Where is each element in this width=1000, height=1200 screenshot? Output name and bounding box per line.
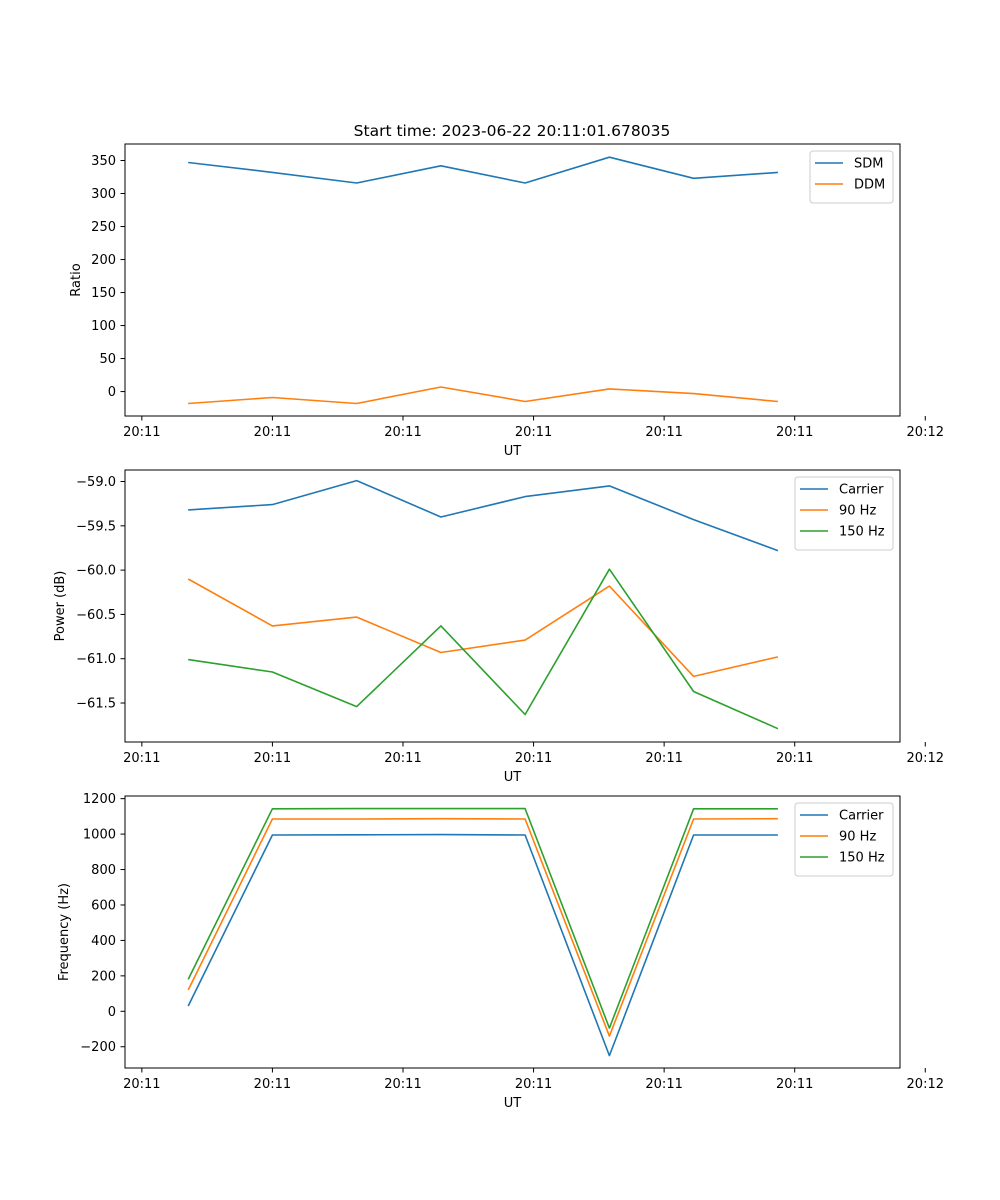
x-tick-label: 20:11 <box>254 751 291 766</box>
x-tick-label: 20:11 <box>254 1077 291 1092</box>
axes-frame <box>124 143 901 417</box>
y-tick-label: 200 <box>91 969 116 984</box>
y-tick-label: 600 <box>91 898 116 913</box>
y-tick-label: −61.5 <box>76 697 116 712</box>
x-axis-label: UT <box>504 1096 522 1111</box>
y-tick-label: 0 <box>108 1005 116 1020</box>
y-tick-label: 150 <box>91 286 116 301</box>
panel-1: 20:11 20:11 20:11 20:11 20:11 20:11 20:12 350 30… <box>69 143 944 459</box>
x-axis-label: UT <box>504 444 522 459</box>
series-line-carrier <box>187 833 778 1057</box>
y-tick-label: 300 <box>91 187 116 202</box>
x-tick-label: 20:11 <box>384 751 421 766</box>
axes-frame <box>124 469 901 743</box>
x-tick-label: 20:11 <box>384 1077 421 1092</box>
y-tick-label: 400 <box>91 934 116 949</box>
y-tick-label: −200 <box>80 1040 116 1055</box>
y-axis-label: Power (dB) <box>53 571 68 642</box>
y-tick-label: 250 <box>91 220 116 235</box>
legend-label: DDM <box>854 178 885 193</box>
x-axis-label: UT <box>504 770 522 785</box>
x-tick-label: 20:11 <box>123 1077 160 1092</box>
y-tick-label: 50 <box>99 352 116 367</box>
panels: 20:11 20:11 20:11 20:11 20:11 20:11 20:12 350 30… <box>53 143 944 1111</box>
x-tick-label: 20:11 <box>123 751 160 766</box>
y-tick-label: 800 <box>91 863 116 878</box>
figure-title: Start time: 2023-06-22 20:11:01.678035 <box>354 122 671 140</box>
y-tick-label: 200 <box>91 253 116 268</box>
x-tick-label: 20:11 <box>645 1077 682 1092</box>
x-tick-label: 20:11 <box>515 1077 552 1092</box>
legend-label: 90 Hz <box>839 504 876 519</box>
y-axis-label: Frequency (Hz) <box>57 883 72 981</box>
legend-label: Carrier <box>839 809 884 824</box>
y-tick-label: 100 <box>91 319 116 334</box>
legend-label: 90 Hz <box>839 830 876 845</box>
x-tick-label: 20:11 <box>123 425 160 440</box>
x-tick-label: 20:11 <box>776 1077 813 1092</box>
panel-2: 20:11 20:11 20:11 20:11 20:11 20:11 20:12 −59.0… <box>53 469 944 785</box>
legend-label: SDM <box>854 157 883 172</box>
x-tick-label: 20:11 <box>515 751 552 766</box>
legend-label: 150 Hz <box>839 851 885 866</box>
axes-frame <box>124 795 901 1069</box>
x-tick-label: 20:11 <box>645 751 682 766</box>
x-tick-label: 20:11 <box>645 425 682 440</box>
y-tick-label: −61.0 <box>76 652 116 667</box>
x-tick-label: 20:12 <box>907 425 944 440</box>
y-tick-label: −59.5 <box>76 519 116 534</box>
x-tick-label: 20:12 <box>907 1077 944 1092</box>
series-line-carrier <box>188 479 779 552</box>
legend: SDM DDM <box>809 150 894 204</box>
x-tick-label: 20:11 <box>776 751 813 766</box>
x-tick-label: 20:11 <box>515 425 552 440</box>
legend: Carrier 90 Hz 150 Hz <box>794 476 894 551</box>
legend: Carrier 90 Hz 150 Hz <box>794 802 894 877</box>
x-tick-label: 20:11 <box>384 425 421 440</box>
series-line-150-hz <box>187 807 778 1029</box>
x-tick-label: 20:11 <box>776 425 813 440</box>
y-tick-label: 0 <box>108 385 116 400</box>
y-tick-label: 1000 <box>83 828 116 843</box>
y-tick-label: −60.0 <box>76 564 116 579</box>
legend-label: Carrier <box>839 483 884 498</box>
series-line-sdm <box>188 156 778 184</box>
y-axis-label: Ratio <box>69 263 84 296</box>
y-tick-label: 1200 <box>83 792 116 807</box>
panel-3: 20:11 20:11 20:11 20:11 20:11 20:11 20:12 1200 1… <box>57 792 944 1111</box>
x-tick-label: 20:12 <box>907 751 944 766</box>
legend-box <box>809 150 894 204</box>
y-tick-label: −60.5 <box>76 608 116 623</box>
series-line-90-hz <box>187 817 778 1037</box>
x-tick-label: 20:11 <box>254 425 291 440</box>
series-line-150-hz <box>188 568 779 730</box>
legend-label: 150 Hz <box>839 525 885 540</box>
series-line-ddm <box>188 386 778 405</box>
y-tick-label: −59.0 <box>76 475 116 490</box>
series-line-90-hz <box>187 578 779 678</box>
y-tick-label: 350 <box>91 154 116 169</box>
